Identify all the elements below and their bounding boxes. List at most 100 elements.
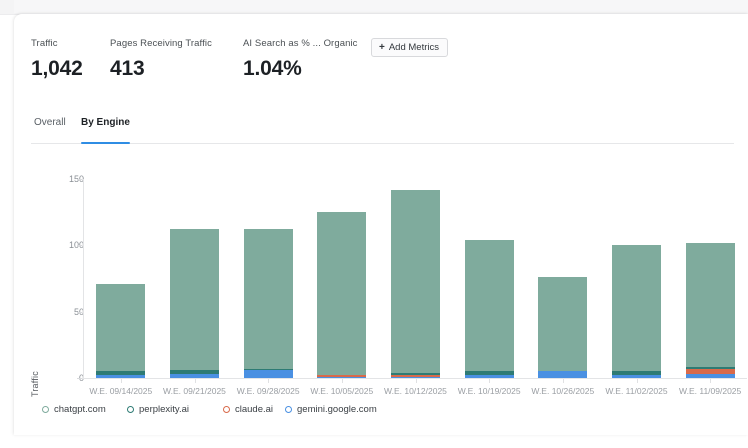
y-tick-mark <box>77 245 82 247</box>
traffic-by-engine-chart: Traffic 050100150 chatgpt.comperplexity.… <box>14 154 748 435</box>
legend-label: gemini.google.com <box>297 404 377 415</box>
bar-segment-gemini-google-com[interactable] <box>538 371 588 378</box>
bar-segment-gemini-google-com[interactable] <box>612 375 661 378</box>
bar-segment-gemini-google-com[interactable] <box>317 376 367 378</box>
stacked-bar[interactable] <box>612 179 661 378</box>
bar-segment-perplexity-ai[interactable] <box>464 371 514 376</box>
x-tick-mark <box>120 379 122 383</box>
tab-by-engine[interactable]: By Engine <box>81 116 130 144</box>
legend-item-claude-ai[interactable]: claude.ai <box>223 404 273 415</box>
x-axis-label: W.E. 11/09/2025 <box>679 386 742 396</box>
window-top-strip <box>0 0 748 15</box>
bar-group[interactable] <box>170 179 219 378</box>
x-tick-mark <box>341 379 343 383</box>
y-axis-line <box>83 179 84 378</box>
legend-item-chatgpt-com[interactable]: chatgpt.com <box>42 404 106 415</box>
metric-pages-receiving-traffic[interactable]: Pages Receiving Traffic 413 <box>110 38 212 82</box>
legend-item-perplexity-ai[interactable]: perplexity.ai <box>127 404 189 415</box>
bar-segment-gemini-google-com[interactable] <box>391 376 440 378</box>
metric-value: 1.04% <box>243 57 302 80</box>
legend-label: chatgpt.com <box>54 404 106 415</box>
chart-legend: chatgpt.com perplexity.ai claude.ai gemini.… <box>14 404 748 424</box>
x-axis-label: W.E. 10/12/2025 <box>384 386 447 396</box>
legend-marker-icon <box>223 406 230 413</box>
bar-segment-chatgpt-com[interactable] <box>612 245 661 372</box>
stacked-bar[interactable] <box>317 179 367 378</box>
y-tick-mark <box>77 311 82 313</box>
bar-group[interactable] <box>612 179 661 378</box>
bar-group[interactable] <box>464 179 514 378</box>
bar-segment-perplexity-ai[interactable] <box>96 371 146 376</box>
tab-bar-divider <box>31 143 734 144</box>
metric-label: AI Search as % ... Organic <box>243 38 358 49</box>
bar-group[interactable] <box>685 179 735 378</box>
bar-segment-gemini-google-com[interactable] <box>685 374 735 378</box>
metric-value: 1,042 <box>31 57 83 80</box>
tab-bar: Overall By Engine <box>14 116 748 144</box>
bar-segment-chatgpt-com[interactable] <box>170 229 219 371</box>
stacked-bar[interactable] <box>685 179 735 378</box>
bar-segment-claude-ai[interactable] <box>391 375 440 377</box>
metrics-row: Traffic 1,042 Pages Receiving Traffic 41… <box>14 14 748 96</box>
bar-segment-chatgpt-com[interactable] <box>538 277 588 372</box>
bar-segment-perplexity-ai[interactable] <box>170 370 219 375</box>
tab-overall[interactable]: Overall <box>34 116 66 144</box>
bar-segment-gemini-google-com[interactable] <box>170 374 219 378</box>
bar-group[interactable] <box>96 179 146 378</box>
bar-segment-perplexity-ai[interactable] <box>391 372 440 376</box>
x-tick-mark <box>710 379 712 383</box>
y-tick-mark <box>77 378 82 379</box>
x-tick-mark <box>268 379 270 383</box>
bar-group[interactable] <box>538 179 588 378</box>
legend-label: perplexity.ai <box>139 404 189 415</box>
x-tick-mark <box>636 379 638 383</box>
bar-group[interactable] <box>317 179 367 378</box>
x-axis-label: W.E. 10/26/2025 <box>531 386 595 396</box>
bar-segment-claude-ai[interactable] <box>685 368 735 375</box>
bar-segment-gemini-google-com[interactable] <box>464 375 514 378</box>
plot-area <box>84 179 747 378</box>
metric-traffic[interactable]: Traffic 1,042 <box>31 38 83 82</box>
x-axis-label: W.E. 09/14/2025 <box>89 386 153 396</box>
stacked-bar[interactable] <box>464 179 514 378</box>
x-tick-mark <box>415 379 417 383</box>
x-axis-label: W.E. 10/05/2025 <box>310 386 374 396</box>
bar-segment-gemini-google-com[interactable] <box>96 375 146 378</box>
plus-icon: + <box>379 41 385 53</box>
bar-segment-chatgpt-com[interactable] <box>243 229 293 369</box>
legend-label: claude.ai <box>235 404 274 415</box>
stacked-bar[interactable] <box>96 179 146 378</box>
x-axis-line <box>83 378 747 379</box>
y-tick-label: 150 <box>68 174 84 184</box>
legend-item-gemini-google-com[interactable]: gemini.google.com <box>285 404 377 415</box>
bar-segment-chatgpt-com[interactable] <box>685 242 735 368</box>
x-axis-label: W.E. 10/19/2025 <box>457 386 521 396</box>
bar-segment-perplexity-ai[interactable] <box>685 367 735 369</box>
x-axis-label: W.E. 09/28/2025 <box>236 386 300 396</box>
bar-group[interactable] <box>391 179 440 378</box>
bar-segment-perplexity-ai[interactable] <box>612 371 661 376</box>
stacked-bar[interactable] <box>170 179 219 378</box>
y-tick-mark <box>77 179 82 180</box>
bar-segment-claude-ai[interactable] <box>317 375 367 377</box>
metric-label: Pages Receiving Traffic <box>110 38 212 49</box>
bar-segment-perplexity-ai[interactable] <box>243 368 293 371</box>
add-metrics-button[interactable]: + Add Metrics <box>371 38 448 57</box>
legend-marker-icon <box>127 406 134 413</box>
metric-ai-search-percent-organic[interactable]: AI Search as % ... Organic 1.04% <box>243 38 358 82</box>
x-tick-mark <box>194 379 196 383</box>
bar-segment-gemini-google-com[interactable] <box>243 370 293 378</box>
tab-label: By Engine <box>81 117 130 128</box>
bar-group[interactable] <box>243 179 293 378</box>
x-tick-mark <box>562 379 564 383</box>
stacked-bar[interactable] <box>391 179 440 378</box>
bar-segment-chatgpt-com[interactable] <box>391 189 440 373</box>
stacked-bar[interactable] <box>538 179 588 378</box>
tab-active-indicator <box>81 142 130 144</box>
bar-segment-chatgpt-com[interactable] <box>96 283 146 372</box>
bar-segment-chatgpt-com[interactable] <box>317 212 367 376</box>
stacked-bar[interactable] <box>243 179 293 378</box>
bar-segment-chatgpt-com[interactable] <box>464 240 514 372</box>
tab-label: Overall <box>34 117 66 128</box>
